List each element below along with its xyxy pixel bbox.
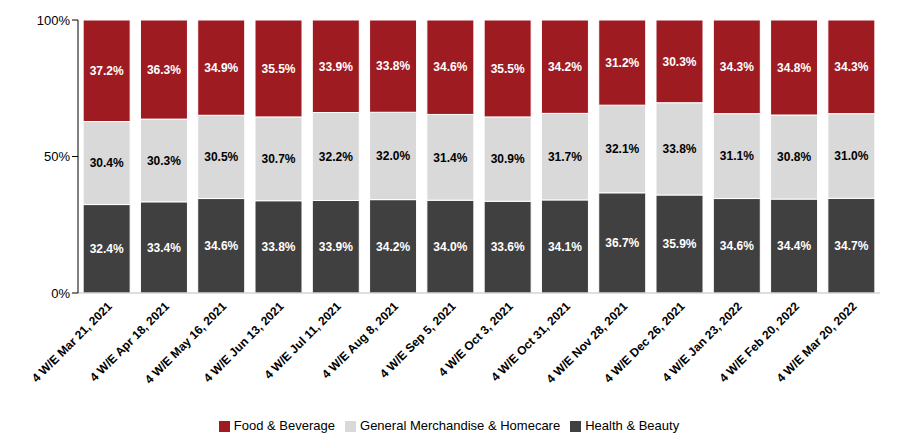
svg-text:4 W/E Jun 13, 2021: 4 W/E Jun 13, 2021	[200, 299, 287, 386]
svg-text:30.5%: 30.5%	[204, 150, 238, 164]
svg-text:31.2%: 31.2%	[605, 56, 639, 70]
svg-text:4 W/E Aug 8, 2021: 4 W/E Aug 8, 2021	[319, 299, 402, 382]
svg-text:4 W/E Mar 20, 2022: 4 W/E Mar 20, 2022	[774, 299, 860, 385]
svg-text:32.0%: 32.0%	[376, 149, 410, 163]
html-text:General Merchandise & Homecare: General Merchandise & Homecare	[360, 418, 561, 433]
svg-text:34.1%: 34.1%	[548, 240, 582, 254]
svg-text:4 W/E May 16, 2021: 4 W/E May 16, 2021	[142, 299, 230, 387]
svg-text:4 W/E Oct 3, 2021: 4 W/E Oct 3, 2021	[435, 299, 516, 380]
html-text:Food & Beverage: Food & Beverage	[233, 418, 335, 433]
svg-text:31.4%: 31.4%	[433, 151, 467, 165]
svg-text:33.9%: 33.9%	[319, 60, 353, 74]
svg-text:4 W/E Sep 5, 2021: 4 W/E Sep 5, 2021	[376, 299, 459, 381]
svg-text:36.3%: 36.3%	[147, 63, 181, 77]
svg-text:4 W/E Apr 18, 2021: 4 W/E Apr 18, 2021	[87, 299, 173, 385]
svg-text:35.9%: 35.9%	[662, 237, 696, 251]
svg-text:4 W/E Jul 11, 2021: 4 W/E Jul 11, 2021	[261, 299, 344, 382]
svg-text:32.4%: 32.4%	[90, 242, 124, 256]
svg-text:34.3%: 34.3%	[720, 60, 754, 74]
svg-text:35.5%: 35.5%	[491, 62, 525, 76]
svg-text:33.9%: 33.9%	[319, 240, 353, 254]
svg-text:31.0%: 31.0%	[834, 149, 868, 163]
svg-text:32.2%: 32.2%	[319, 150, 353, 164]
svg-text:34.2%: 34.2%	[548, 60, 582, 74]
svg-text:4 W/E Dec 26, 2021: 4 W/E Dec 26, 2021	[601, 299, 688, 386]
svg-text:33.8%: 33.8%	[662, 142, 696, 156]
svg-text:4 W/E Mar 21, 2021: 4 W/E Mar 21, 2021	[29, 299, 115, 386]
svg-text:33.4%: 33.4%	[147, 241, 181, 255]
svg-text:37.2%: 37.2%	[90, 64, 124, 78]
svg-text:4 W/E Feb 20, 2022: 4 W/E Feb 20, 2022	[716, 299, 803, 386]
svg-text:34.9%: 34.9%	[204, 61, 238, 75]
svg-text:34.8%: 34.8%	[777, 61, 811, 75]
svg-text:31.7%: 31.7%	[548, 150, 582, 164]
svg-text:30.3%: 30.3%	[662, 55, 696, 69]
svg-text:4 W/E Oct 31, 2021: 4 W/E Oct 31, 2021	[488, 299, 574, 385]
svg-text:34.2%: 34.2%	[376, 240, 410, 254]
svg-text:50%: 50%	[44, 149, 70, 164]
svg-text:4 W/E Jan 23, 2022: 4 W/E Jan 23, 2022	[659, 299, 745, 385]
svg-text:31.1%: 31.1%	[720, 149, 754, 163]
svg-text:30.3%: 30.3%	[147, 154, 181, 168]
svg-text:34.0%: 34.0%	[433, 240, 467, 254]
svg-text:32.1%: 32.1%	[605, 142, 639, 156]
svg-text:34.4%: 34.4%	[777, 239, 811, 253]
html-text:Health & Beauty: Health & Beauty	[585, 418, 680, 433]
svg-text:34.6%: 34.6%	[720, 239, 754, 253]
svg-text:34.7%: 34.7%	[834, 239, 868, 253]
svg-text:34.6%: 34.6%	[204, 239, 238, 253]
svg-text:0%: 0%	[51, 286, 70, 301]
svg-text:33.8%: 33.8%	[261, 240, 295, 254]
svg-text:100%: 100%	[37, 13, 71, 28]
svg-text:34.3%: 34.3%	[834, 60, 868, 74]
svg-text:33.8%: 33.8%	[376, 59, 410, 73]
svg-text:35.5%: 35.5%	[261, 62, 295, 76]
svg-text:30.7%: 30.7%	[261, 152, 295, 166]
svg-text:33.6%: 33.6%	[491, 240, 525, 254]
svg-text:34.6%: 34.6%	[433, 60, 467, 74]
svg-text:30.4%: 30.4%	[90, 156, 124, 170]
svg-text:36.7%: 36.7%	[605, 236, 639, 250]
svg-text:30.8%: 30.8%	[777, 150, 811, 164]
svg-text:30.9%: 30.9%	[491, 152, 525, 166]
svg-text:4 W/E Nov 28, 2021: 4 W/E Nov 28, 2021	[543, 299, 631, 386]
